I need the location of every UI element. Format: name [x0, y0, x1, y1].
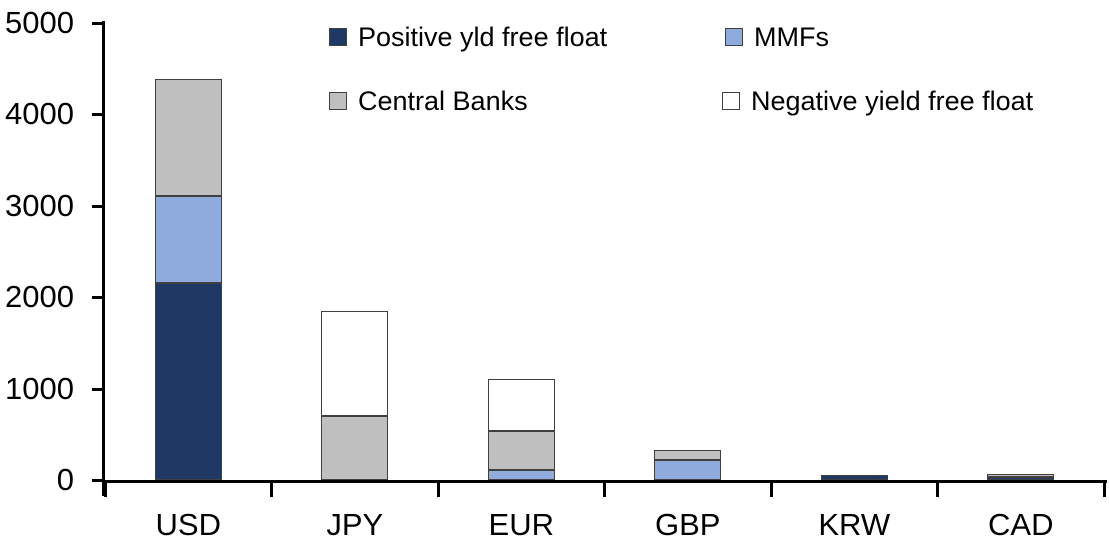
- bar-segment-usd: [154, 196, 222, 283]
- x-axis-label: EUR: [488, 507, 554, 542]
- y-axis-label: 5000: [5, 5, 74, 40]
- y-axis-tick: [92, 113, 105, 117]
- y-axis-tick: [92, 479, 105, 482]
- y-axis-tick: [92, 22, 105, 25]
- y-axis-line: [102, 21, 105, 496]
- legend-swatch-mmfs: [725, 28, 743, 46]
- x-axis-tick: [769, 482, 773, 497]
- legend-swatch-negative-yield-free-float: [722, 92, 740, 110]
- y-axis-label: 3000: [5, 187, 74, 223]
- bar-segment-gbp: [654, 450, 722, 460]
- x-axis-line: [102, 480, 1107, 483]
- x-axis-label: JPY: [326, 507, 384, 542]
- legend-label: Positive yld free float: [358, 21, 608, 52]
- bar-segment-eur: [487, 470, 555, 480]
- y-axis-label: 1000: [5, 370, 74, 406]
- bar-segment-usd: [154, 79, 222, 196]
- bar-segment-eur: [487, 379, 555, 431]
- x-axis-label: USD: [155, 507, 221, 542]
- legend-item-mmfs: MMFs: [725, 20, 829, 54]
- bar-segment-jpy: [321, 416, 389, 480]
- y-axis-label: 0: [56, 462, 74, 497]
- bar-segment-cad: [987, 474, 1055, 477]
- x-axis-tick: [436, 482, 440, 497]
- x-axis-tick: [936, 482, 939, 497]
- legend-swatch-positive-yld-free-float: [329, 28, 347, 46]
- bar-segment-cad: [987, 477, 1055, 480]
- legend-swatch-central-banks: [329, 92, 347, 110]
- legend-label: Negative yield free float: [751, 85, 1034, 116]
- x-axis-tick: [603, 482, 606, 497]
- bar-segment-gbp: [654, 460, 722, 480]
- bar-segment-usd: [154, 283, 222, 480]
- legend-label: MMFs: [754, 21, 829, 52]
- bar-segment-eur: [487, 431, 555, 470]
- legend-item-positive-yld-free-float: Positive yld free float: [329, 20, 607, 54]
- x-axis-tick: [103, 482, 107, 497]
- x-axis-tick: [1102, 482, 1106, 497]
- y-axis-tick: [92, 296, 105, 300]
- y-axis-tick: [92, 387, 105, 391]
- x-axis-label: GBP: [655, 507, 721, 542]
- x-axis-label: CAD: [988, 507, 1054, 542]
- y-axis-label: 4000: [5, 96, 74, 132]
- x-axis-label: KRW: [818, 507, 891, 542]
- bar-segment-krw: [820, 475, 888, 480]
- legend-item-central-banks: Central Banks: [329, 84, 528, 118]
- legend-label: Central Banks: [358, 85, 528, 116]
- bar-segment-jpy: [321, 311, 389, 416]
- x-axis-tick: [270, 482, 273, 497]
- y-axis-label: 2000: [5, 279, 74, 315]
- y-axis-tick: [92, 204, 105, 208]
- legend-item-negative-yield-free-float: Negative yield free float: [722, 84, 1033, 118]
